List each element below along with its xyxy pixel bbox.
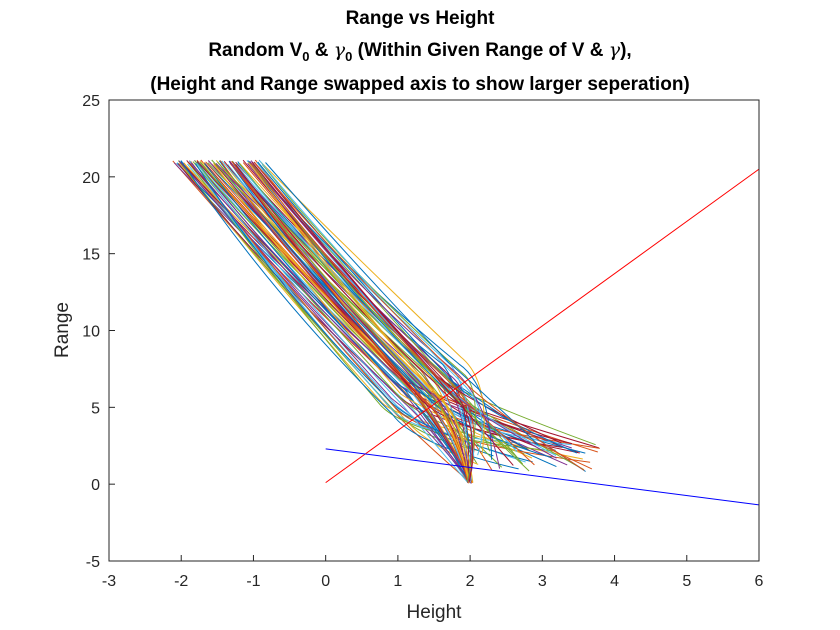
y-tick-label: 5 xyxy=(91,400,100,417)
trajectory-series xyxy=(252,164,530,472)
y-tick-label: 15 xyxy=(82,247,100,264)
trajectory-series xyxy=(219,160,600,449)
trajectory-series xyxy=(229,161,563,448)
title2-suffix: ), xyxy=(620,40,632,61)
x-tick-label: 5 xyxy=(682,573,691,590)
x-tick-label: 1 xyxy=(393,573,402,590)
reference-line-2 xyxy=(325,448,760,506)
title2-prefix: Random V xyxy=(208,40,303,61)
y-tick-label: 0 xyxy=(91,477,100,494)
trajectory-series xyxy=(180,160,519,470)
trajectory-series xyxy=(235,163,573,445)
x-tick-label: 2 xyxy=(466,573,475,590)
trajectory-series xyxy=(196,162,469,483)
title2-amp: & xyxy=(309,40,334,61)
trajectory-series xyxy=(231,160,469,482)
trajectory-series xyxy=(200,159,598,453)
trajectory-series xyxy=(217,161,472,484)
title2-sub2: 0 xyxy=(345,48,353,64)
reference-lines-layer xyxy=(325,168,760,506)
trajectory-series xyxy=(265,162,539,446)
trajectory-series xyxy=(247,161,474,483)
trajectory-series xyxy=(228,160,552,459)
y-tick-label: 10 xyxy=(82,324,100,341)
ticks-layer: -3 -2 -1 0 1 2 3 4 5 6 -5 0 5 10 15 20 25 xyxy=(82,93,763,590)
reference-line-1 xyxy=(325,168,760,484)
trajectory-series xyxy=(204,163,470,483)
trajectory-series xyxy=(257,161,577,454)
y-tick-label: 20 xyxy=(82,170,100,187)
x-tick-label: 6 xyxy=(755,573,764,590)
trajectory-series xyxy=(231,160,596,446)
trajectory-series xyxy=(260,161,485,456)
trajectory-series xyxy=(253,161,514,466)
x-tick-label: -1 xyxy=(246,573,260,590)
trajectory-series xyxy=(254,162,585,471)
title2-gamma: γ xyxy=(333,39,346,61)
x-tick-label: 3 xyxy=(538,573,547,590)
x-axis-label: Height xyxy=(407,602,463,623)
trajectories-layer xyxy=(172,159,600,484)
trajectory-series xyxy=(189,160,473,484)
chart-title-line3: (Height and Range swapped axis to show l… xyxy=(150,74,690,95)
x-tick-label: 4 xyxy=(610,573,619,590)
trajectory-series xyxy=(258,159,483,456)
title2-mid: (Within Given Range of V & xyxy=(352,40,609,61)
y-tick-label: -5 xyxy=(86,554,100,571)
title2-sub1: 0 xyxy=(302,48,310,64)
trajectory-series xyxy=(233,163,478,464)
y-tick-label: 25 xyxy=(82,93,100,110)
trajectory-series xyxy=(211,159,584,471)
trajectory-series xyxy=(249,160,557,459)
trajectory-series xyxy=(197,161,474,482)
x-tick-label: -3 xyxy=(102,573,116,590)
trajectory-series xyxy=(251,161,473,482)
trajectory-series xyxy=(213,162,533,459)
trajectory-series xyxy=(227,164,572,446)
x-tick-label: 0 xyxy=(321,573,330,590)
title2-gamma2: γ xyxy=(608,39,621,61)
y-axis-label: Range xyxy=(52,302,73,358)
chart-title-line2: Random V0 & γ0 (Within Given Range of V … xyxy=(0,39,840,64)
x-tick-label: -2 xyxy=(174,573,188,590)
trajectory-series xyxy=(250,162,535,466)
trajectory-series xyxy=(179,162,583,460)
chart-title-line1: Range vs Height xyxy=(345,8,495,29)
